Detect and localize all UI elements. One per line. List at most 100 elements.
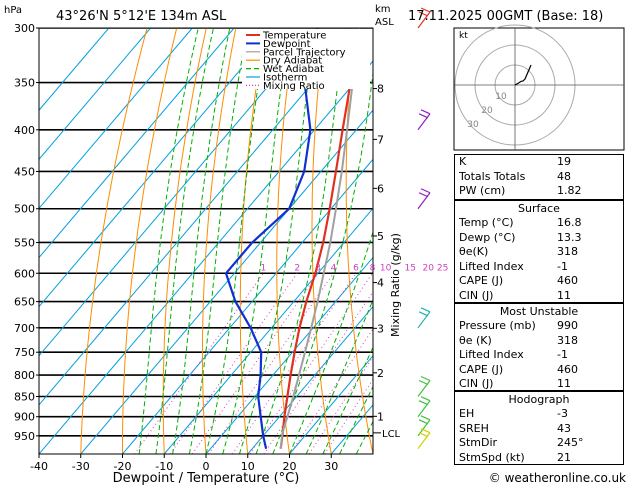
legend-label: Isotherm xyxy=(263,73,307,84)
wet-adiabat-line xyxy=(205,28,268,454)
mixing-ratio-label: 25 xyxy=(437,263,448,273)
isotherm-line xyxy=(80,109,373,454)
legend-label: Mixing Ratio xyxy=(263,81,325,92)
row-label: CIN (J) xyxy=(459,377,494,391)
surface-box: Surface Temp (°C) 16.8 Dewp (°C) 13.3 θe(K) 3… xyxy=(454,200,624,303)
mixing-ratio-line xyxy=(169,273,298,454)
pressure-tick-label: 300 xyxy=(14,22,35,35)
pressure-tick-label: 800 xyxy=(14,369,35,382)
row-label: SREH xyxy=(459,421,489,435)
row-value: 13.3 xyxy=(557,230,582,244)
mixing-ratio-label: 20 xyxy=(423,263,435,273)
x-tick-label: -20 xyxy=(114,460,132,473)
parcel-trajectory-profile xyxy=(279,28,361,449)
mixing-ratio-line xyxy=(191,273,319,454)
wind-barb xyxy=(417,375,431,397)
table-row: θe(K) 318 xyxy=(455,245,623,260)
legend-label: Temperature xyxy=(262,31,326,42)
row-label: CAPE (J) xyxy=(459,274,504,288)
indices-box: K 19 Totals Totals 48 PW (cm) 1.82 xyxy=(454,154,624,200)
wet-adiabat-line xyxy=(188,28,249,454)
height-tick-label: 2 xyxy=(377,367,384,380)
isotherm-line xyxy=(39,28,277,308)
height-tick-label: 5 xyxy=(377,230,384,243)
location-title: 43°26'N 5°12'E 134m ASL xyxy=(56,9,227,24)
row-value: 460 xyxy=(557,274,578,288)
table-row: EH -3 xyxy=(455,407,623,422)
pressure-tick-label: 350 xyxy=(14,77,35,90)
most-unstable-title: Most Unstable xyxy=(499,305,579,318)
dry-adiabat-line xyxy=(276,28,296,454)
legend-label: Wet Adiabat xyxy=(263,64,324,75)
row-value: -1 xyxy=(557,348,568,362)
pressure-tick-label: 750 xyxy=(14,346,35,359)
wind-barbs xyxy=(417,7,431,450)
wet-adiabat-line xyxy=(238,28,316,454)
pressure-tick-label: 500 xyxy=(14,203,35,216)
mixing-ratio-label: 15 xyxy=(405,263,416,273)
row-value: 43 xyxy=(557,421,571,435)
x-tick-label: -30 xyxy=(72,460,90,473)
legend-label: Dry Adiabat xyxy=(263,56,322,67)
table-row: CIN (J) 11 xyxy=(455,377,623,392)
isotherm-line xyxy=(39,28,151,161)
hodograph-params-table: EH -3 SREH 43 StmDir 245° StmSpd (kt) 21 xyxy=(455,407,623,465)
wet-adiabat-line xyxy=(322,346,373,454)
wet-adiabat-line xyxy=(155,28,214,454)
pressure-tick-label: 400 xyxy=(14,124,35,137)
row-label: Totals Totals xyxy=(459,169,526,183)
wet-adiabat-line xyxy=(272,69,373,454)
row-label: θe (K) xyxy=(459,333,492,347)
lcl-label: LCL xyxy=(382,429,401,440)
row-label: CIN (J) xyxy=(459,288,494,302)
pressure-tick-label: 450 xyxy=(14,165,35,178)
isotherm-line xyxy=(39,60,373,454)
row-value: 19 xyxy=(557,155,571,168)
wet-adiabat-line xyxy=(339,385,373,454)
row-label: Dewp (°C) xyxy=(459,230,516,244)
height-unit-label: km xyxy=(375,4,391,15)
height-unit-label-asl: ASL xyxy=(375,17,394,28)
mixing-ratio-line xyxy=(263,290,373,454)
table-row: θe (K) 318 xyxy=(455,334,623,349)
wet-adiabat-line xyxy=(289,230,373,454)
row-value: 1.82 xyxy=(557,184,582,198)
height-tick-label: 1 xyxy=(377,410,384,423)
table-row: Dewp (°C) 13.3 xyxy=(455,231,623,246)
x-tick-label: 10 xyxy=(241,460,255,473)
dry-adiabat-line xyxy=(122,28,178,454)
hodograph-trace xyxy=(514,64,532,86)
skewt-profiles xyxy=(224,28,362,449)
most-unstable-table: Pressure (mb) 990 θe (K) 318 Lifted Index -1 C… xyxy=(455,319,623,392)
row-label: Temp (°C) xyxy=(459,216,514,229)
table-row: PW (cm) 1.82 xyxy=(455,184,623,199)
row-value: -1 xyxy=(557,259,568,273)
isotherm-line xyxy=(205,256,373,454)
row-value: 11 xyxy=(557,377,571,391)
pressure-unit-label: hPa xyxy=(4,5,22,16)
isotherm-line xyxy=(39,28,360,406)
dry-adiabat-line xyxy=(239,28,267,454)
dry-adiabat-line xyxy=(411,16,456,454)
wind-barb xyxy=(417,307,431,329)
mixing-ratio-label: 10 xyxy=(380,263,392,273)
row-value: 460 xyxy=(557,362,578,376)
temperature-profile xyxy=(279,28,362,449)
wind-barb xyxy=(417,109,431,131)
height-tick-label: 8 xyxy=(377,83,384,96)
mixing-ratio-label: 8 xyxy=(370,263,376,273)
row-value: -3 xyxy=(557,407,568,420)
table-row: Pressure (mb) 990 xyxy=(455,319,623,334)
row-label: Lifted Index xyxy=(459,348,524,362)
row-label: Lifted Index xyxy=(459,259,524,273)
indices-table: K 19 Totals Totals 48 PW (cm) 1.82 xyxy=(455,155,623,199)
datetime-title: 17.11.2025 00GMT (Base: 18) xyxy=(408,9,603,24)
hodograph-unit: kt xyxy=(459,31,468,41)
x-tick-label: -40 xyxy=(30,460,48,473)
row-label: CAPE (J) xyxy=(459,362,504,376)
wet-adiabat-line xyxy=(172,28,231,454)
hodograph-ring-label: 30 xyxy=(467,120,479,130)
table-row: CAPE (J) 460 xyxy=(455,274,623,289)
table-row: Lifted Index -1 xyxy=(455,260,623,275)
